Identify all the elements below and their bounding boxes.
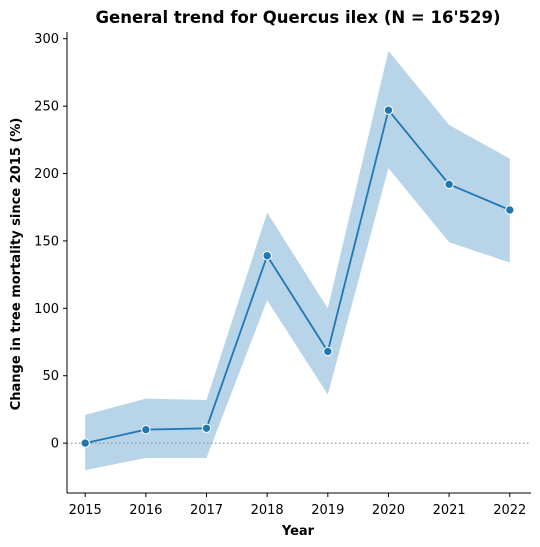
data-point xyxy=(141,424,151,435)
data-point xyxy=(201,423,212,433)
data-point xyxy=(505,205,515,215)
axes xyxy=(66,32,531,494)
y-tick-label: 250 xyxy=(34,100,59,115)
x-tick-label: 2020 xyxy=(372,503,405,518)
data-point xyxy=(323,346,333,357)
y-ticks: 0 50 100 150 200 250 300 xyxy=(34,32,67,452)
x-tick-label: 2016 xyxy=(129,503,162,518)
data-point xyxy=(383,105,394,115)
x-tick-label: 2015 xyxy=(69,503,102,518)
x-tick-label: 2022 xyxy=(493,503,526,518)
data-point xyxy=(444,179,454,190)
y-tick-label: 150 xyxy=(34,234,59,249)
x-tick-label: 2021 xyxy=(433,503,466,518)
y-axis-label: Change in tree mortality since 2015 (%) xyxy=(9,118,24,411)
y-tick-label: 300 xyxy=(34,32,59,47)
y-tick-label: 0 xyxy=(51,437,59,452)
data-point xyxy=(262,251,272,261)
y-tick-label: 200 xyxy=(34,167,59,182)
data-point xyxy=(80,438,90,448)
series-line xyxy=(85,109,511,445)
y-tick-label: 100 xyxy=(34,302,59,317)
x-ticks: 2015 2016 2017 2018 2019 2020 2021 2022 xyxy=(69,493,526,518)
y-tick-label: 50 xyxy=(42,369,59,384)
data-points-layer xyxy=(80,105,515,448)
x-tick-label: 2017 xyxy=(190,503,223,518)
chart-title: General trend for Quercus ilex (N = 16'5… xyxy=(96,8,501,27)
x-tick-label: 2019 xyxy=(311,503,344,518)
confidence-band xyxy=(85,50,510,471)
series-line-layer xyxy=(85,109,511,445)
x-axis-label: Year xyxy=(281,524,315,539)
x-tick-label: 2018 xyxy=(251,503,284,518)
confidence-band-layer xyxy=(85,50,510,471)
